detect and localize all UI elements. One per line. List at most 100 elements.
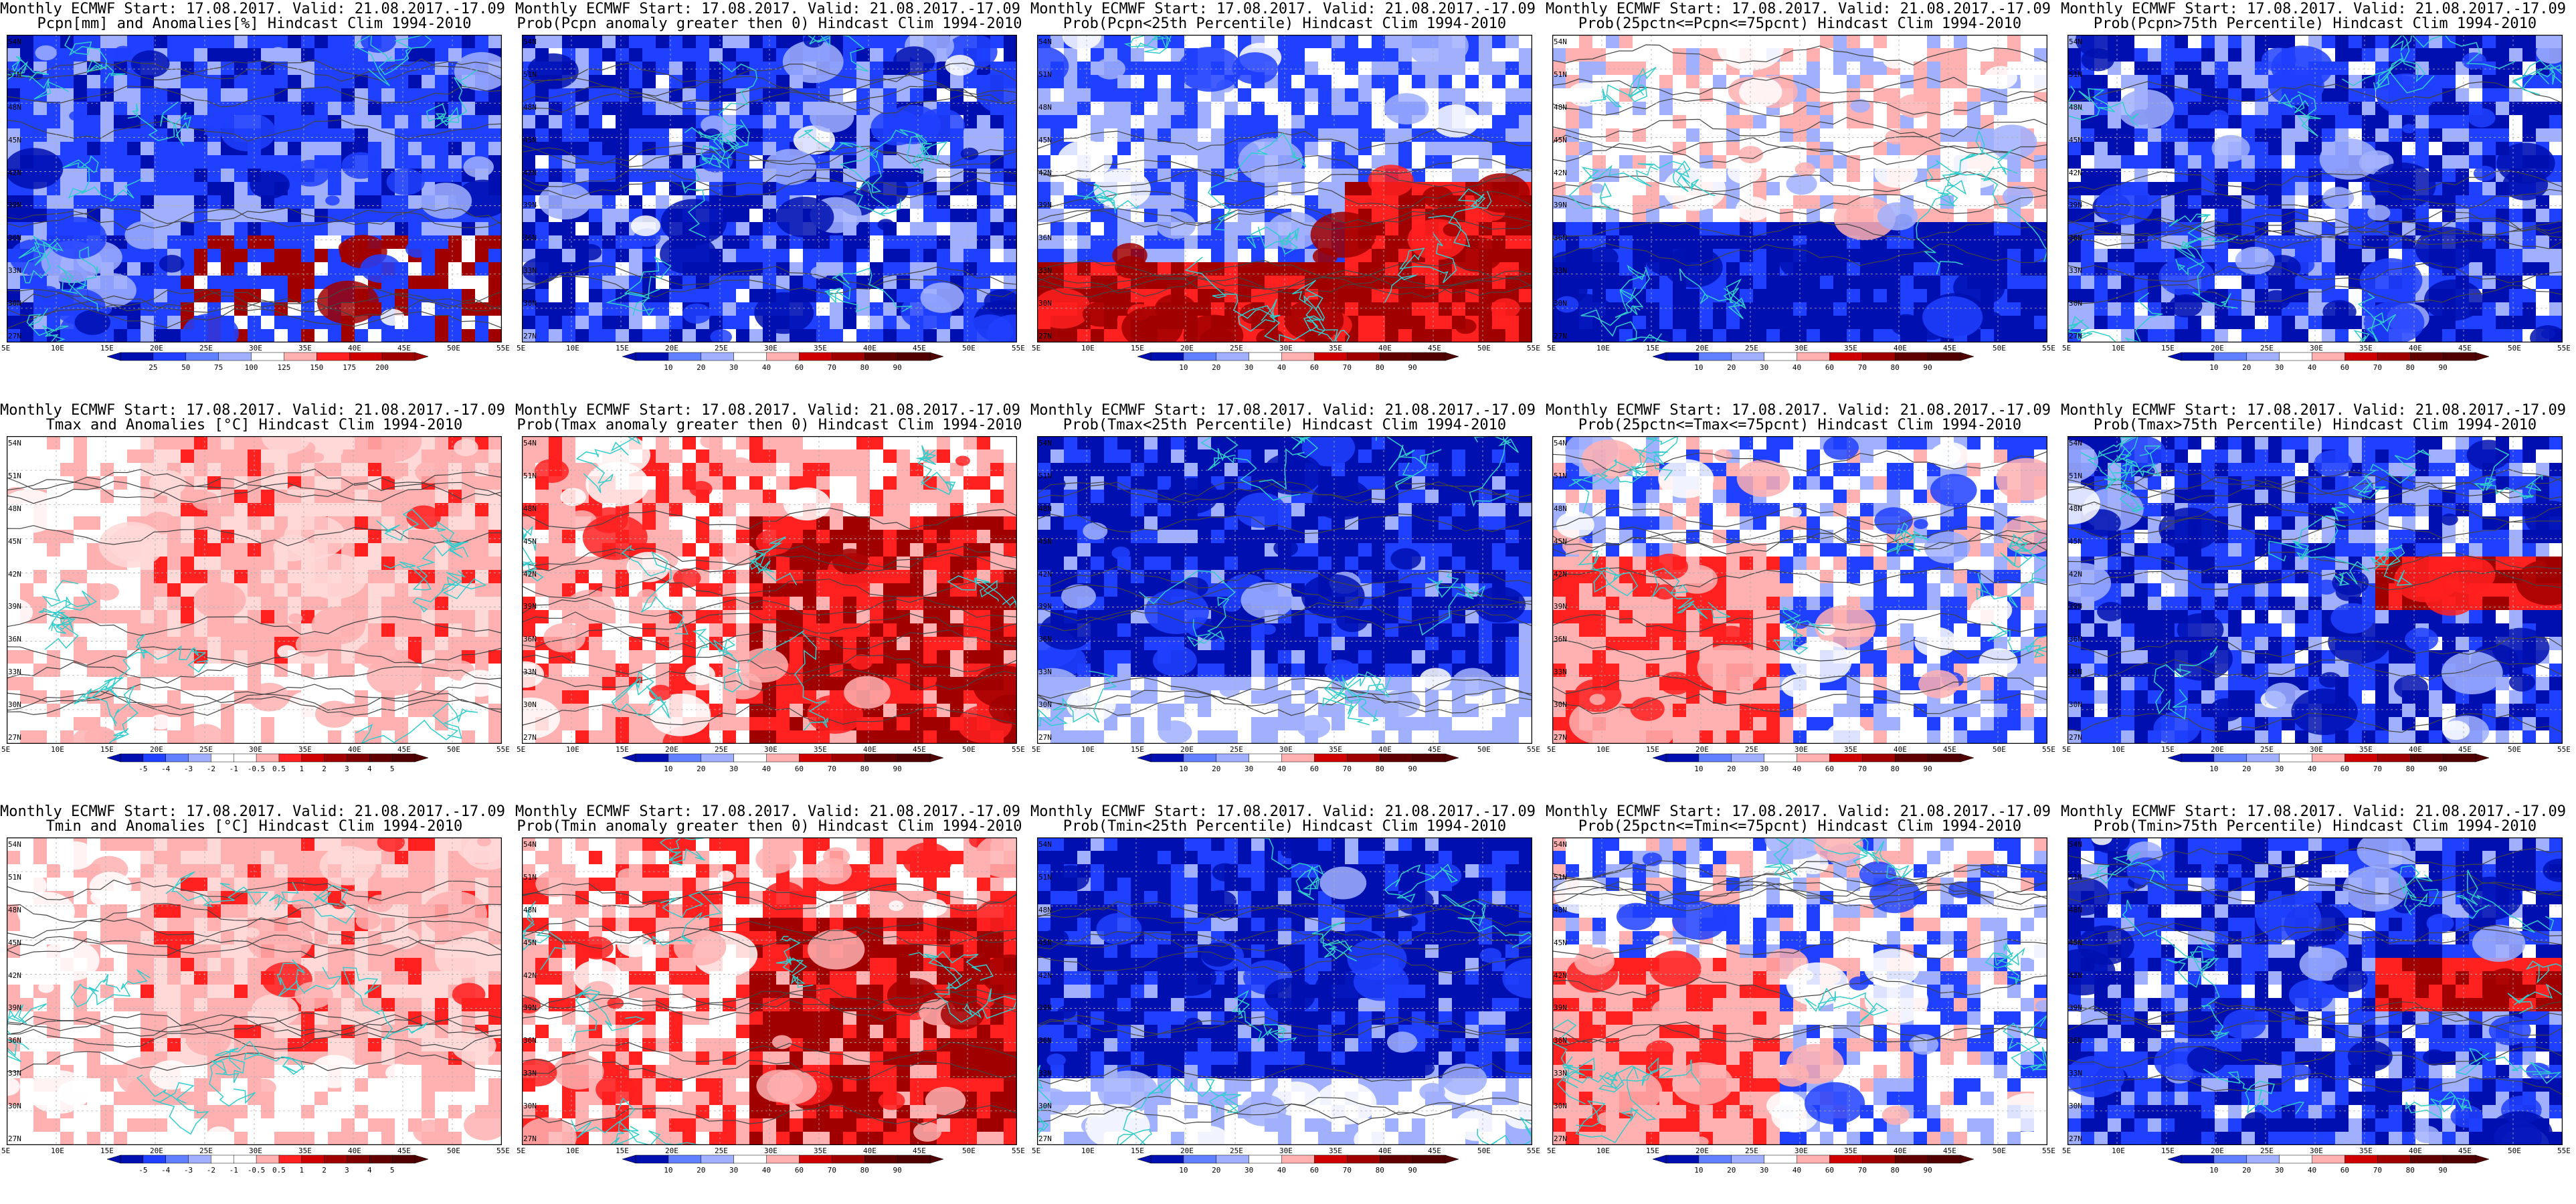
lat-label: 30N: [8, 700, 21, 710]
lon-label: 40E: [348, 1146, 361, 1155]
color-legend: 10 20 30 40 60 70 80 90: [616, 1154, 950, 1181]
color-legend-tick: 90: [893, 765, 902, 773]
color-legend-tick: 10: [1694, 1166, 1704, 1175]
lat-label: 48N: [1554, 905, 1567, 914]
color-legend-tick: 4: [367, 765, 372, 773]
lat-label: 33N: [2069, 668, 2082, 677]
lat-label: 42N: [2069, 569, 2082, 579]
lat-label: 51N: [1554, 872, 1567, 882]
lon-label: 55E: [1012, 344, 1025, 353]
lat-label: 48N: [8, 102, 21, 112]
color-legend: 10 20 30 40 60 70 80 90: [1131, 752, 1465, 779]
color-legend-tick: 90: [1923, 1166, 1932, 1175]
color-legend-bar: [1652, 753, 1974, 763]
color-legend-tick: 30: [2275, 1166, 2284, 1175]
lat-label: 48N: [523, 905, 537, 914]
color-legend-tick: 90: [1923, 765, 1932, 773]
color-legend-tick: 5: [389, 765, 395, 773]
lat-label: 54N: [1554, 439, 1567, 447]
lat-label: 27N: [2069, 1134, 2082, 1143]
lon-label: 20E: [1695, 1146, 1709, 1155]
lon-label: 5E: [517, 1146, 526, 1155]
lat-label: 54N: [1038, 840, 1052, 849]
lat-label: 51N: [2069, 872, 2082, 882]
color-legend-tick: 80: [1375, 765, 1384, 773]
lat-label: 33N: [8, 1069, 21, 1078]
lon-label: 10E: [566, 344, 579, 353]
forecast-map: [522, 35, 1017, 342]
color-legend-tick: 20: [697, 1166, 706, 1175]
lon-label: 40E: [1894, 1146, 1907, 1155]
lat-label: 45N: [1038, 536, 1052, 546]
color-legend-tick: 90: [1408, 765, 1417, 773]
color-legend: -5 -4 -3 -2 -1 -0.5 0.5 1 2 3 4 5: [100, 752, 435, 779]
color-legend-tick: 10: [1179, 765, 1188, 773]
lon-label: 55E: [2557, 745, 2571, 754]
color-legend-tick: -2: [206, 1166, 215, 1175]
color-legend-tick: 0.5: [272, 1166, 286, 1175]
lon-label: 40E: [348, 344, 361, 353]
lon-label: 45E: [1943, 344, 1956, 353]
lat-label: 51N: [1038, 70, 1052, 79]
lat-label: 36N: [1554, 233, 1567, 243]
lat-label: 39N: [8, 201, 21, 210]
lon-label: 10E: [51, 344, 64, 353]
lon-label: 10E: [1596, 745, 1610, 754]
lon-label: 25E: [1745, 1146, 1758, 1155]
color-legend: 10 20 30 40 60 70 80 90: [1131, 351, 1465, 378]
color-legend-tick: 80: [1890, 1166, 1900, 1175]
lon-label: 10E: [1081, 745, 1095, 754]
lon-label: 5E: [2062, 1146, 2072, 1155]
lat-label: 33N: [1554, 266, 1567, 276]
lon-label: 30E: [1279, 344, 1293, 353]
color-legend-tick: 90: [2438, 363, 2448, 372]
lon-label: 10E: [566, 1146, 579, 1155]
lon-label: 45E: [2458, 745, 2472, 754]
lat-label: 36N: [1554, 635, 1567, 644]
color-legend-tick: 40: [2307, 1166, 2317, 1175]
lat-label: 42N: [8, 971, 21, 980]
lon-label: 45E: [397, 1146, 411, 1155]
lat-label: 33N: [1554, 668, 1567, 677]
lat-label: 27N: [8, 733, 21, 742]
forecast-map: [1552, 436, 2047, 744]
lat-label: 27N: [1554, 733, 1567, 742]
color-legend-tick: 75: [214, 363, 223, 372]
lat-label: 42N: [1038, 168, 1052, 177]
lon-label: 20E: [2211, 344, 2224, 353]
lon-label: 55E: [2042, 344, 2055, 353]
lon-label: 5E: [2062, 745, 2072, 754]
lon-label: 35E: [298, 1146, 312, 1155]
panel-title-line1: Monthly ECMWF Start: 17.08.2017. Valid: …: [1030, 403, 1539, 419]
lon-label: 15E: [2161, 344, 2175, 353]
lat-label: 27N: [1038, 332, 1052, 340]
map-panel: Monthly ECMWF Start: 17.08.2017. Valid: …: [2061, 0, 2571, 401]
lon-label: 50E: [1477, 745, 1491, 754]
lon-label: 10E: [1081, 1146, 1095, 1155]
lat-label: 39N: [523, 602, 537, 611]
color-legend-tick: 30: [1245, 363, 1254, 372]
lat-label: 51N: [523, 872, 537, 882]
color-legend-tick: 80: [860, 1166, 869, 1175]
color-legend-bar: [106, 1155, 429, 1164]
lon-label: 25E: [199, 1146, 213, 1155]
lon-label: 45E: [1428, 344, 1441, 353]
lon-label: 45E: [913, 1146, 926, 1155]
panel-title-line1: Monthly ECMWF Start: 17.08.2017. Valid: …: [1546, 403, 2054, 419]
color-legend-tick: 20: [1212, 1166, 1221, 1175]
color-legend-tick: -4: [161, 1166, 171, 1175]
lat-label: 45N: [8, 135, 21, 144]
lon-label: 15E: [1646, 1146, 1659, 1155]
panel-title-line2: Prob(Tmin>75th Percentile) Hindcast Clim…: [2093, 819, 2537, 835]
panel-title-line1: Monthly ECMWF Start: 17.08.2017. Valid: …: [1030, 804, 1539, 820]
color-legend-tick: 90: [1408, 363, 1417, 372]
map-panel: Monthly ECMWF Start: 17.08.2017. Valid: …: [1030, 803, 1540, 1204]
color-legend-tick: 125: [277, 363, 291, 372]
lat-label: 54N: [1554, 37, 1567, 46]
lon-label: 40E: [863, 1146, 877, 1155]
color-legend-tick: 40: [2307, 765, 2317, 773]
color-legend-tick: 80: [1890, 363, 1900, 372]
lat-label: 30N: [8, 299, 21, 308]
lat-label: 51N: [523, 471, 537, 480]
color-legend-tick: 60: [794, 765, 804, 773]
